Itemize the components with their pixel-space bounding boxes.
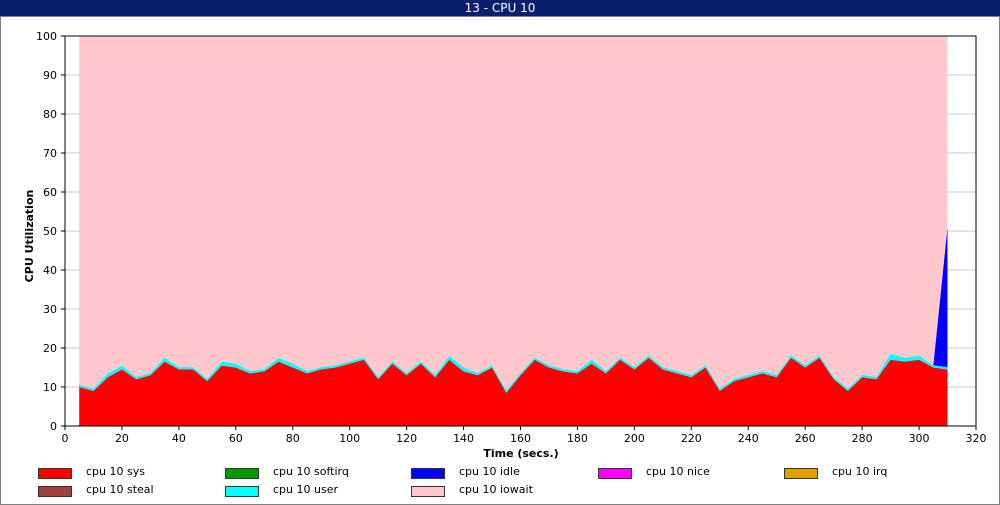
y-axis-label: CPU Utilization	[23, 190, 36, 283]
legend-label: cpu 10 nice	[646, 465, 710, 478]
legend-label: cpu 10 sys	[86, 465, 145, 478]
legend-label: cpu 10 idle	[459, 465, 520, 478]
series-area-cpu-10-iowait	[79, 36, 948, 391]
y-tick-label: 50	[43, 225, 57, 238]
x-tick-label: 320	[966, 432, 987, 445]
x-tick-label: 20	[115, 432, 129, 445]
y-tick-labels: 0 10 20 30 40 50 60 70 80 90 100	[36, 30, 57, 433]
x-tick-label: 240	[738, 432, 759, 445]
series-area-cpu-10-sys	[79, 357, 948, 426]
legend-label: cpu 10 iowait	[459, 483, 533, 496]
x-tick-label: 60	[229, 432, 243, 445]
x-axis-label: Time (secs.)	[483, 447, 558, 460]
legend-label: cpu 10 softirq	[273, 465, 349, 478]
cpu-chart: 0 20 40 60 80 100 120 140 160 180 200 220 240 260 280 3…	[23, 30, 987, 460]
y-tick-label: 40	[43, 264, 57, 277]
x-tick-label: 300	[909, 432, 930, 445]
legend-swatch	[38, 468, 72, 479]
x-tick-label: 220	[681, 432, 702, 445]
x-tick-label: 80	[286, 432, 300, 445]
x-tick-label: 200	[624, 432, 645, 445]
x-tick-label: 180	[567, 432, 588, 445]
y-tick-label: 60	[43, 186, 57, 199]
y-tick-label: 20	[43, 342, 57, 355]
y-tick-label: 90	[43, 69, 57, 82]
y-tick-label: 100	[36, 30, 57, 43]
x-tick-label: 100	[339, 432, 360, 445]
x-tick-label: 280	[852, 432, 873, 445]
y-tick-label: 80	[43, 108, 57, 121]
legend-swatch	[225, 468, 259, 479]
series-areas	[79, 36, 948, 426]
x-tick-label: 120	[396, 432, 417, 445]
legend-swatch	[411, 486, 445, 497]
y-tick-label: 30	[43, 303, 57, 316]
x-tick-label: 140	[453, 432, 474, 445]
axes	[61, 35, 977, 430]
legend-label: cpu 10 irq	[832, 465, 888, 478]
y-tick-label: 0	[50, 420, 57, 433]
legend-label: cpu 10 steal	[86, 483, 154, 496]
plot-border	[64, 35, 977, 427]
legend: cpu 10 sys cpu 10 softirq cpu 10 idle cpu 1…	[0, 462, 1000, 504]
x-tick-label: 260	[795, 432, 816, 445]
series-area-cpu-10-user	[79, 353, 948, 393]
legend-swatch	[225, 486, 259, 497]
y-tick-label: 10	[43, 381, 57, 394]
x-tick-label: 0	[62, 432, 69, 445]
legend-swatch	[598, 468, 632, 479]
legend-swatch	[784, 468, 818, 479]
x-tick-label: 160	[510, 432, 531, 445]
legend-label: cpu 10 user	[273, 483, 338, 496]
window-title: 13 - CPU 10	[0, 0, 1000, 16]
x-tick-labels: 0 20 40 60 80 100 120 140 160 180 200 220 240 260 280 3…	[62, 432, 987, 445]
y-tick-label: 70	[43, 147, 57, 160]
legend-swatch	[411, 468, 445, 479]
x-tick-label: 40	[172, 432, 186, 445]
legend-swatch	[38, 486, 72, 497]
